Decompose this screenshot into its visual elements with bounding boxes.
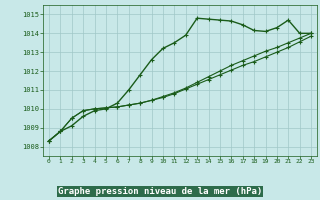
Text: Graphe pression niveau de la mer (hPa): Graphe pression niveau de la mer (hPa) <box>58 187 262 196</box>
